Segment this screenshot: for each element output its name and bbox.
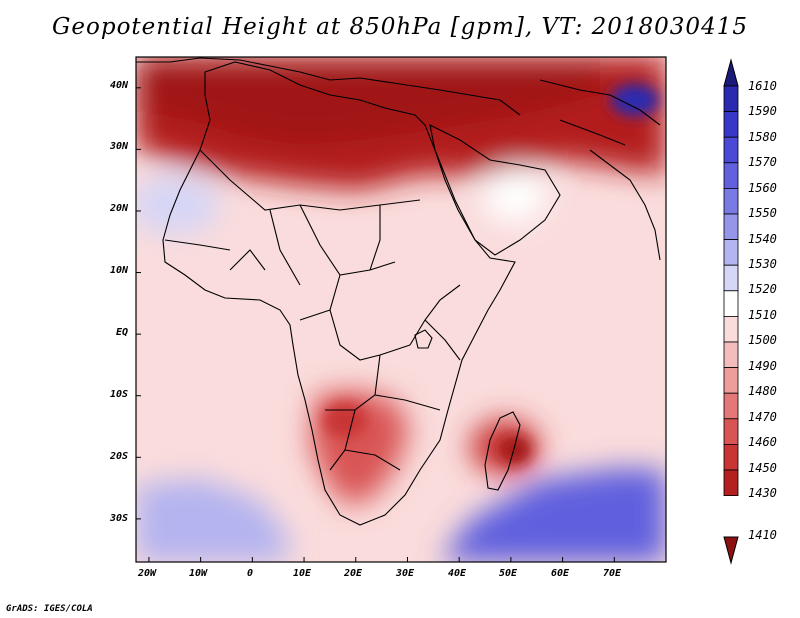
colorbar-swatch bbox=[723, 392, 739, 420]
height-field bbox=[136, 57, 666, 562]
colorbar-label: 1570 bbox=[748, 155, 777, 169]
india-coastline bbox=[589, 149, 661, 261]
asia-borders bbox=[539, 79, 661, 146]
africa-coastline bbox=[162, 61, 516, 526]
lon-label: 0 bbox=[246, 568, 254, 579]
field-region-south-atlantic-high bbox=[136, 478, 290, 562]
colorbar-top-arrow bbox=[723, 58, 739, 87]
lon-label: 30E bbox=[395, 568, 415, 579]
colorbar bbox=[723, 58, 739, 565]
field-region-north-africa-low bbox=[136, 57, 600, 145]
colorbar-swatch bbox=[723, 264, 739, 292]
lon-label: 40E bbox=[447, 568, 467, 579]
colorbar-label: 1590 bbox=[748, 104, 777, 118]
colorbar-label: 1510 bbox=[748, 308, 777, 322]
lon-label: 50E bbox=[498, 568, 518, 579]
chart-title: Geopotential Height at 850hPa [gpm], VT:… bbox=[52, 14, 748, 40]
colorbar-swatch bbox=[723, 85, 739, 113]
colorbar-label: 1540 bbox=[748, 232, 777, 246]
field-region-arabia-high bbox=[483, 167, 547, 223]
colorbar-swatch bbox=[723, 162, 739, 189]
lat-label: 20N bbox=[109, 203, 128, 214]
lon-label: 20W bbox=[137, 568, 157, 579]
colorbar-swatch bbox=[723, 136, 739, 164]
lat-label: 40N bbox=[109, 80, 128, 91]
colorbar-label: 1460 bbox=[748, 435, 777, 449]
colorbar-bottom-arrow bbox=[723, 536, 739, 565]
colorbar-label: 1450 bbox=[748, 461, 777, 475]
colorbar-swatch bbox=[723, 213, 739, 241]
lon-label: 60E bbox=[550, 568, 570, 579]
colorbar-swatch bbox=[723, 111, 739, 138]
colorbar-swatch bbox=[723, 469, 739, 497]
lat-label: 30N bbox=[109, 141, 128, 152]
colorbar-swatch bbox=[723, 239, 739, 266]
colorbar-swatch bbox=[723, 418, 739, 445]
arabian-peninsula-coastline bbox=[429, 124, 561, 256]
lat-label: EQ bbox=[115, 327, 128, 338]
colorbar-label: 1550 bbox=[748, 206, 777, 220]
lake-victoria bbox=[414, 329, 433, 349]
footer-credit: GrADS: IGES/COLA bbox=[6, 604, 93, 614]
lat-label: 30S bbox=[109, 513, 128, 524]
colorbar-swatch bbox=[723, 443, 739, 471]
field-region-madagascar-core bbox=[499, 436, 531, 464]
lon-label: 10E bbox=[292, 568, 312, 579]
lat-label: 20S bbox=[109, 451, 128, 462]
lon-label: 20E bbox=[343, 568, 363, 579]
colorbar-swatch bbox=[723, 290, 739, 317]
colorbar-label: 1610 bbox=[748, 79, 777, 93]
coastlines bbox=[136, 57, 661, 526]
colorbar-label: 1520 bbox=[748, 282, 777, 296]
colorbar-swatch bbox=[723, 341, 739, 369]
colorbar-label: 1430 bbox=[748, 486, 777, 500]
colorbar-label: 1410 bbox=[748, 528, 777, 542]
colorbar-label: 1470 bbox=[748, 410, 777, 424]
colorbar-label: 1490 bbox=[748, 359, 777, 373]
colorbar-swatch bbox=[723, 315, 739, 343]
colorbar-swatch bbox=[723, 367, 739, 394]
field-region-south-indian-ocean-high bbox=[440, 468, 666, 562]
axis-ticks bbox=[136, 87, 615, 562]
field-region-tibet-high bbox=[611, 84, 659, 116]
field-region-west-sahara-high bbox=[136, 175, 220, 235]
colorbar-label: 1480 bbox=[748, 384, 777, 398]
lon-label: 70E bbox=[602, 568, 622, 579]
african-borders bbox=[164, 149, 461, 471]
field-region-southern-africa-core bbox=[323, 402, 367, 438]
plot-frame bbox=[135, 56, 667, 563]
madagascar-coastline bbox=[484, 411, 521, 491]
colorbar-label: 1560 bbox=[748, 181, 777, 195]
lon-label: 10W bbox=[188, 568, 208, 579]
colorbar-label: 1530 bbox=[748, 257, 777, 271]
colorbar-label: 1500 bbox=[748, 333, 777, 347]
europe-coastline bbox=[136, 57, 521, 116]
lat-label: 10S bbox=[109, 389, 128, 400]
lat-label: 10N bbox=[109, 265, 128, 276]
colorbar-label: 1580 bbox=[748, 130, 777, 144]
colorbar-swatch bbox=[723, 187, 739, 215]
